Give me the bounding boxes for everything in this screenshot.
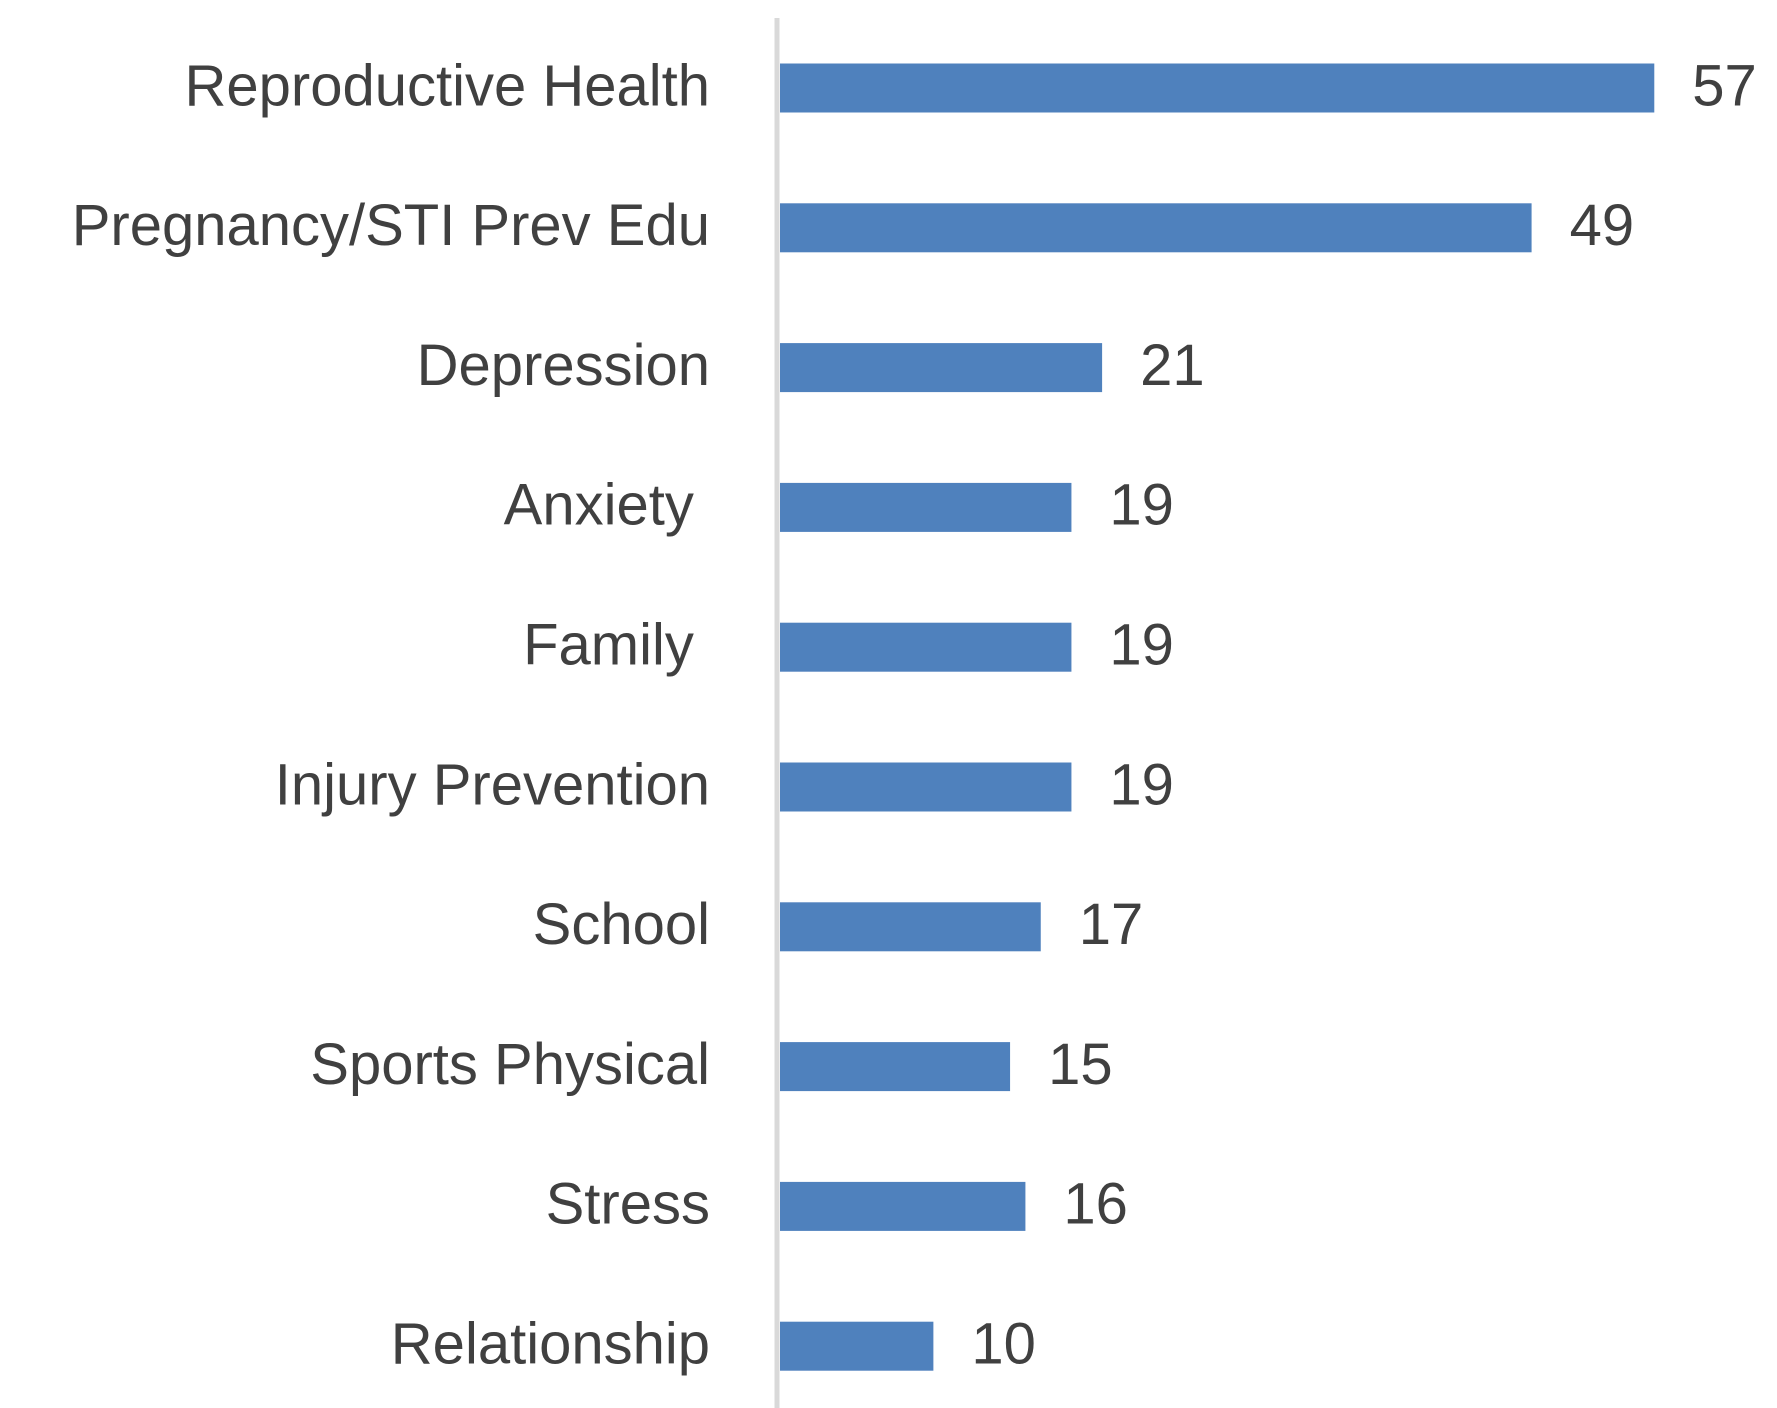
value-label: 19 — [1109, 473, 1174, 538]
category-label: Injury Prevention — [275, 752, 710, 817]
category-label: Depression — [417, 333, 710, 398]
bar — [780, 762, 1072, 812]
bar — [780, 1321, 934, 1371]
bar — [780, 482, 1072, 532]
bar — [780, 203, 1532, 253]
bar — [780, 1042, 1011, 1092]
value-label: 15 — [1048, 1032, 1113, 1097]
bar — [780, 63, 1655, 113]
bar — [780, 902, 1041, 952]
value-label: 19 — [1109, 613, 1174, 678]
bar — [780, 343, 1103, 393]
bar — [780, 1181, 1026, 1231]
value-label: 10 — [971, 1312, 1036, 1377]
category-label: School — [533, 892, 710, 957]
category-label: Relationship — [391, 1312, 710, 1377]
value-label: 57 — [1692, 53, 1757, 118]
value-label: 49 — [1570, 193, 1635, 258]
category-label: Sports Physical — [310, 1032, 710, 1097]
category-label: Pregnancy/STI Prev Edu — [72, 193, 710, 258]
value-label: 21 — [1140, 333, 1205, 398]
category-label: Reproductive Health — [184, 53, 710, 118]
value-label: 19 — [1109, 752, 1174, 817]
category-label: Anxiety — [504, 473, 710, 538]
bar — [780, 622, 1072, 672]
category-label: Stress — [546, 1172, 710, 1237]
category-label: Family — [523, 613, 710, 678]
value-label: 16 — [1063, 1172, 1128, 1237]
value-label: 17 — [1079, 892, 1144, 957]
